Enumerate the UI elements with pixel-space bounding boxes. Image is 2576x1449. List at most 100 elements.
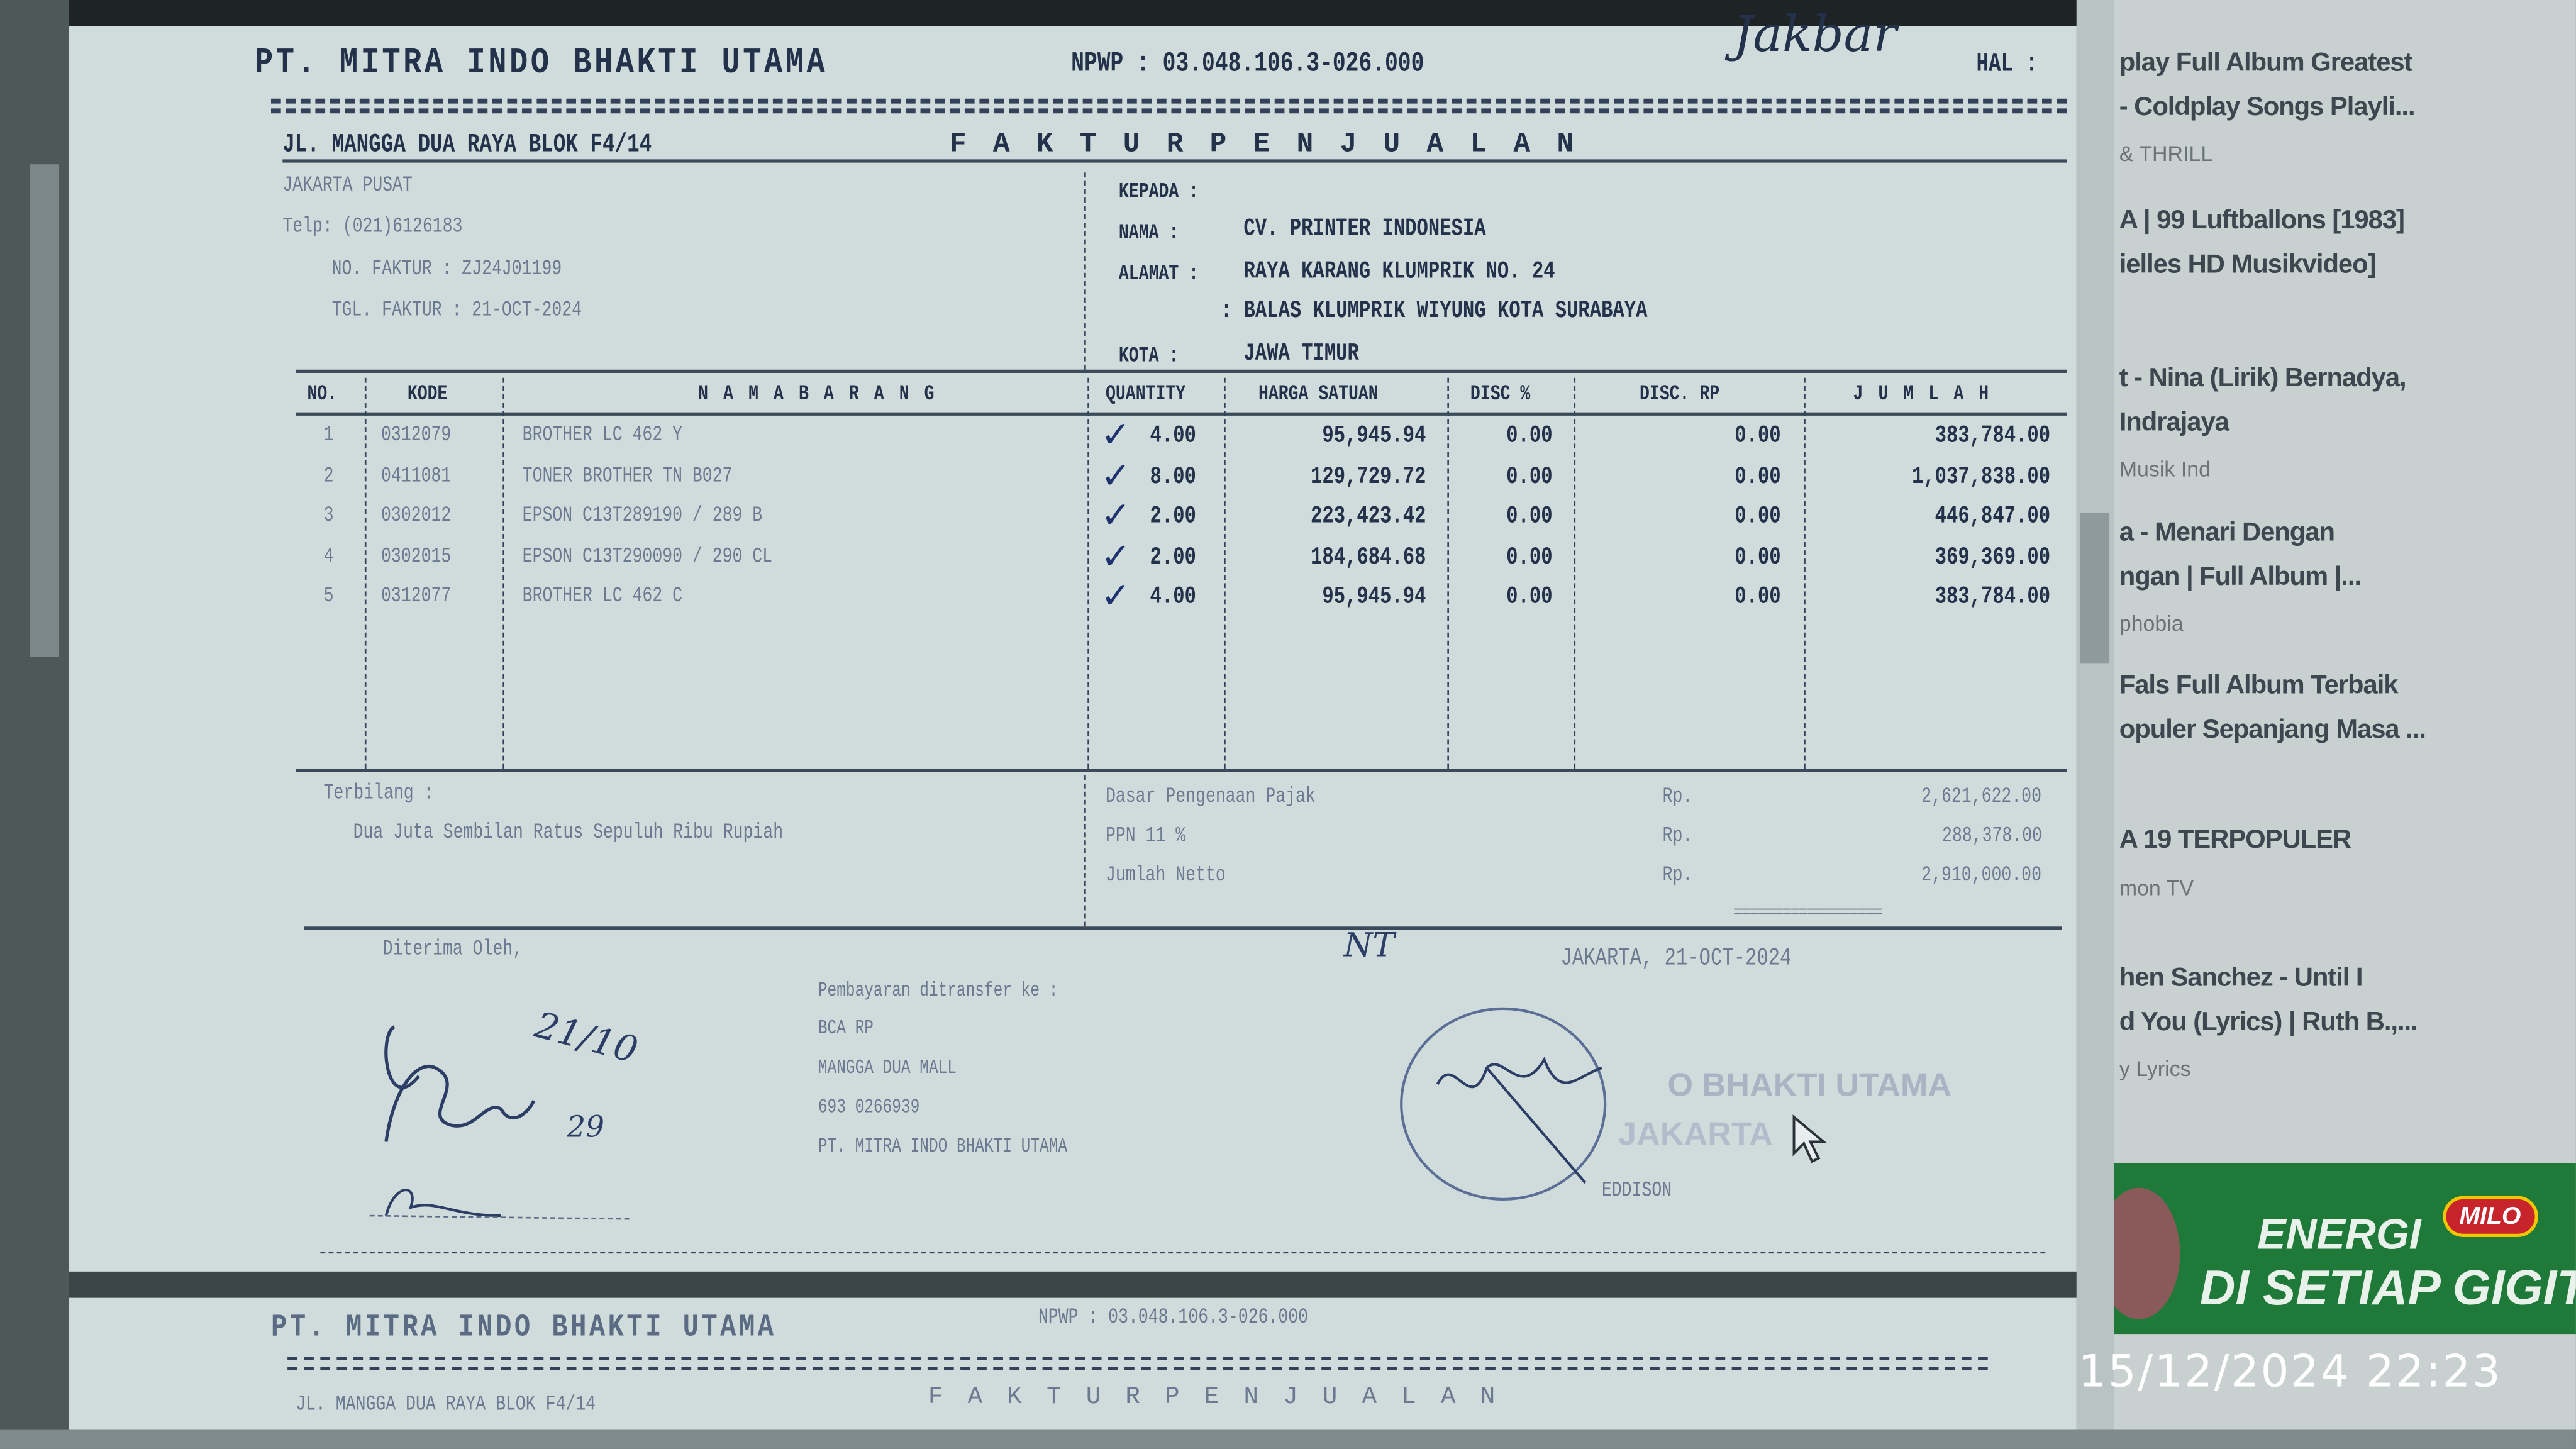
place-date: JAKARTA, 21-OCT-2024	[1560, 945, 1792, 973]
cell-jumlah: 1,037,838.00	[1911, 462, 2051, 491]
checkmark-icon: ✓	[1101, 496, 1131, 538]
signer-name: EDDISON	[1601, 1177, 1672, 1203]
cell-no: 4	[323, 543, 334, 568]
checkmark-icon: ✓	[1101, 455, 1131, 497]
cell-jumlah: 369,369.00	[1935, 543, 2051, 571]
payment-line: BCA RP	[818, 1016, 874, 1040]
column-header-disc-rp: DISC. RP	[1639, 381, 1720, 406]
cell-disc-rp: 0.00	[1735, 502, 1781, 531]
cell-harga: 184,684.68	[1310, 543, 1426, 571]
recipient-label: KEPADA :	[1118, 179, 1199, 204]
video-title: d You (Lyrics) | Ruth B.,...	[2119, 1008, 2418, 1037]
invoice-number: NO. FAKTUR : ZJ24J01199	[331, 256, 562, 281]
video-title: A | 99 Luftballons [1983]	[2119, 207, 2405, 235]
next-page-title: F A K T U R P E N J U A L A N	[928, 1383, 1501, 1411]
mouse-cursor-icon	[1792, 1114, 1827, 1163]
milo-logo: MILO	[2443, 1196, 2538, 1237]
cell-nama: EPSON C13T290090 / 290 CL	[522, 543, 773, 568]
column-separator	[1804, 377, 1806, 769]
video-title: ielles HD Musikvideo]	[2119, 251, 2377, 280]
receiver-signature	[369, 1025, 633, 1220]
divider	[282, 159, 2067, 163]
cell-disc-rp: 0.00	[1735, 462, 1781, 491]
cell-disc-pct: 0.00	[1506, 543, 1553, 571]
viewer-scrollbar-thumb[interactable]	[2080, 513, 2110, 664]
footer-divider	[320, 1252, 2046, 1254]
checkmark-icon: ✓	[1101, 536, 1131, 578]
received-by-label: Diterima Oleh,	[382, 936, 523, 962]
divider	[1084, 775, 1086, 927]
video-channel: & THRILL	[2119, 141, 2213, 166]
amount-in-words: Dua Juta Sembilan Ratus Sepuluh Ribu Rup…	[353, 819, 784, 845]
video-title: t - Nina (Lirik) Bernadya,	[2119, 364, 2407, 393]
cell-disc-pct: 0.00	[1506, 502, 1553, 531]
cell-no: 3	[323, 502, 334, 528]
payment-line: MANGGA DUA MALL	[818, 1056, 957, 1080]
payment-line: PT. MITRA INDO BHAKTI UTAMA	[818, 1135, 1068, 1158]
cell-qty: 4.00	[1150, 422, 1196, 450]
cell-no: 1	[323, 422, 334, 447]
npwp: NPWP : 03.048.106.3-026.000	[1071, 49, 1424, 80]
column-separator	[364, 377, 367, 769]
ad-text-line2: DI SETIAP GIGITAN	[2199, 1262, 2576, 1316]
cell-no: 2	[323, 462, 334, 487]
net-total-label: Jumlah Netto	[1106, 862, 1226, 887]
invoice-date: TGL. FAKTUR : 21-OCT-2024	[331, 297, 582, 322]
stamp-text-city: JAKARTA	[1618, 1117, 1773, 1153]
currency: Rp.	[1662, 862, 1693, 887]
cell-qty: 2.00	[1150, 543, 1196, 571]
currency: Rp.	[1662, 823, 1693, 848]
page-label: HAL :	[1976, 49, 2038, 79]
left-panel-scrollbar[interactable]	[30, 164, 60, 657]
video-channel: y Lyrics	[2119, 1056, 2191, 1081]
video-title: ngan | Full Album |...	[2119, 563, 2362, 592]
viewer-scrollbar-track[interactable]	[2076, 0, 2114, 1430]
customer-address-line1: RAYA KARANG KLUMPRIK NO. 24	[1243, 258, 1555, 286]
cell-nama: BROTHER LC 462 C	[522, 583, 683, 608]
page-break	[69, 1271, 2077, 1298]
divider	[296, 769, 2067, 772]
divider	[296, 412, 2067, 416]
cell-kode: 0312077	[381, 583, 452, 608]
cell-jumlah: 383,784.00	[1935, 422, 2051, 450]
video-title: opuler Sepanjang Masa ...	[2119, 716, 2426, 745]
document-title: F A K T U R P E N J U A L A N	[949, 130, 1579, 161]
column-separator	[1574, 377, 1576, 769]
divider	[1084, 172, 1086, 370]
customer-address-label: ALAMAT :	[1118, 261, 1199, 286]
video-title: - Coldplay Songs Playli...	[2119, 93, 2416, 122]
cell-jumlah: 383,784.00	[1935, 583, 2051, 611]
video-title: Fals Full Album Terbaik	[2119, 672, 2399, 700]
cell-harga: 95,945.94	[1322, 583, 1426, 611]
cell-disc-pct: 0.00	[1506, 583, 1553, 611]
video-title: a - Menari Dengan	[2119, 519, 2335, 547]
tax-base-value: 2,621,622.00	[1922, 784, 2042, 809]
handwritten-note: Jakbar	[1733, 6, 1897, 64]
header-divider-2	[271, 108, 2067, 114]
cell-harga: 95,945.94	[1322, 422, 1426, 450]
photo-timestamp: 15/12/2024 22:23	[2078, 1347, 2502, 1398]
cell-kode: 0302012	[381, 502, 452, 528]
video-channel: mon TV	[2119, 875, 2194, 901]
video-title: A 19 TERPOPULER	[2119, 826, 2351, 855]
divider	[304, 926, 2062, 930]
column-header-nama-barang: N A M A B A R A N G	[698, 381, 937, 406]
next-page-npwp: NPWP : 03.048.106.3-026.000	[1038, 1304, 1309, 1330]
cell-disc-rp: 0.00	[1735, 543, 1781, 571]
vat-value: 288,378.00	[1942, 823, 2042, 848]
video-title: play Full Album Greatest	[2119, 49, 2413, 77]
screen-bottom-edge	[0, 1429, 2576, 1449]
divider	[287, 1367, 1988, 1370]
handwritten-initials: NT	[1343, 924, 1395, 965]
payment-line: 693 0266939	[818, 1096, 920, 1119]
ad-image	[2114, 1187, 2180, 1319]
ad-text-line1: ENERGI	[2257, 1209, 2421, 1258]
header-divider	[271, 98, 2067, 104]
column-header-quantity: QUANTITY	[1106, 381, 1186, 406]
milo-ad-banner[interactable]: ENERGI MILO DI SETIAP GIGITAN	[2114, 1163, 2576, 1335]
cell-kode: 0302015	[381, 543, 452, 568]
column-header-no: NO.	[307, 381, 338, 406]
customer-city: JAWA TIMUR	[1243, 340, 1359, 369]
column-separator	[502, 377, 504, 769]
